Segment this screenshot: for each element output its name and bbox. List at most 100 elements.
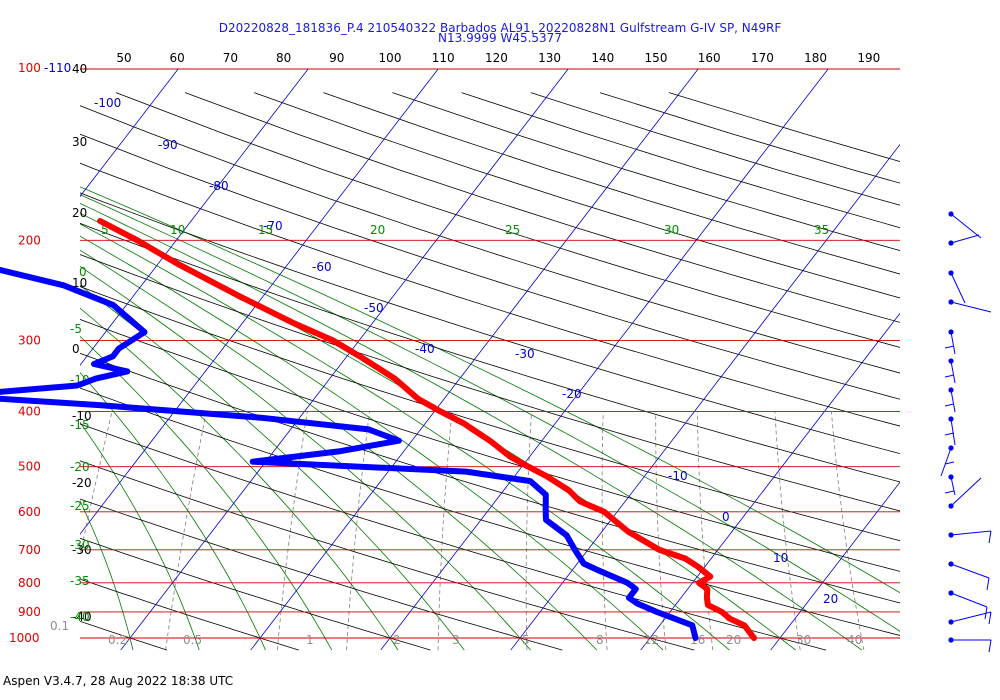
wind-barb-flag <box>944 490 955 494</box>
mixing-ratio-label: 30 <box>796 633 811 647</box>
dry-adiabat <box>80 133 900 400</box>
dry-adiabat-label: 35 <box>814 223 829 237</box>
moist-adiabat <box>0 69 67 650</box>
height-label: -10 <box>72 409 92 423</box>
temperature-trace <box>97 218 757 641</box>
moist-adiabat <box>80 307 399 651</box>
top-tick-label: 60 <box>170 51 185 65</box>
plot-area <box>0 56 900 651</box>
wind-barb-staff <box>950 234 980 244</box>
pressure-label: -110 <box>44 61 71 75</box>
top-tick-label: 110 <box>432 51 455 65</box>
mixing-ratio-line <box>346 411 371 651</box>
mixing-ratio-label: 2 <box>393 633 401 647</box>
pressure-label: 500 <box>18 460 41 474</box>
height-label: -20 <box>72 476 92 490</box>
wind-barb-flag <box>988 611 992 625</box>
dry-adiabat <box>80 578 299 651</box>
dry-adiabat <box>254 92 900 299</box>
wind-barb-flag <box>986 577 990 591</box>
footer-version: Aspen V3.4.7, 28 Aug 2022 18:38 UTC <box>3 674 234 688</box>
dry-adiabat <box>323 92 900 275</box>
pressure-label: 800 <box>18 576 41 590</box>
dry-adiabat-label: 20 <box>370 223 385 237</box>
top-tick-label: 190 <box>857 51 880 65</box>
pressure-label: 1000 <box>9 631 40 645</box>
mixing-ratio-line <box>437 411 453 651</box>
moist-adiabat <box>80 186 900 594</box>
isotherm-label: -80 <box>209 179 229 193</box>
height-label: -30 <box>72 543 92 557</box>
wind-barb-flag <box>944 461 955 465</box>
isotherm-label: -60 <box>312 260 332 274</box>
top-tick-label: 50 <box>116 51 131 65</box>
height-label: -40 <box>72 610 92 624</box>
mixing-ratio-line <box>774 411 801 651</box>
dry-adiabat-label: 15 <box>258 223 273 237</box>
dry-adiabat <box>80 423 827 651</box>
height-label: 0 <box>72 342 80 356</box>
mixing-ratio-label: 0.2 <box>108 633 127 647</box>
wind-barb-staff <box>950 272 966 304</box>
isotherm-label: 10 <box>773 551 788 565</box>
dry-adiabat <box>80 105 900 374</box>
mixing-ratio-line <box>831 411 865 651</box>
wind-barb-staff <box>950 530 992 536</box>
moist-adiabat-label: 0 <box>79 265 87 279</box>
wind-barb-staff <box>950 213 982 239</box>
moist-adiabat <box>80 194 900 632</box>
top-tick-label: 100 <box>379 51 402 65</box>
wind-barb-flag <box>944 374 955 378</box>
wind-barb-staff <box>950 301 992 313</box>
wind-barb-flag <box>944 345 955 349</box>
wind-barb-flag <box>944 432 955 436</box>
pressure-label: 300 <box>18 333 41 347</box>
dry-adiabat <box>80 460 695 651</box>
wind-barb-staff <box>950 563 990 579</box>
mixing-ratio-line <box>165 411 207 651</box>
moist-adiabat <box>80 235 664 651</box>
moist-adiabat-label: -35 <box>70 574 90 588</box>
pressure-label: 700 <box>18 543 41 557</box>
isotherm-line <box>80 69 439 535</box>
isotherm-line <box>510 143 900 651</box>
mixing-ratio-label: 5 <box>522 633 530 647</box>
pressure-label: 600 <box>18 505 41 519</box>
moist-adiabat-label: -20 <box>70 460 90 474</box>
dry-adiabat <box>80 318 900 572</box>
dry-adiabat <box>461 92 900 229</box>
dry-adiabat-label: 5 <box>101 223 109 237</box>
moist-adiabat-label: -30 <box>70 538 90 552</box>
dry-adiabat <box>0 93 35 651</box>
height-label: 10 <box>72 276 87 290</box>
dry-adiabat <box>80 162 900 427</box>
mixing-ratio-label: 1 <box>306 633 314 647</box>
dry-adiabat <box>80 254 900 512</box>
mixing-ratio-line <box>525 411 532 651</box>
moist-adiabat <box>80 212 796 651</box>
isotherm-label: -100 <box>94 96 121 110</box>
isotherm-line <box>0 56 58 650</box>
isotherm-line <box>770 481 900 651</box>
dry-adiabat <box>80 537 431 651</box>
dry-adiabat <box>115 92 900 348</box>
wind-barb-staff <box>950 331 956 355</box>
isotherm-label: -20 <box>562 387 582 401</box>
moist-adiabat <box>80 249 598 651</box>
moist-adiabat <box>80 223 730 651</box>
moist-adiabat-label: -40 <box>70 610 90 624</box>
mixing-ratio-label: 3 <box>452 633 460 647</box>
isotherm-line <box>80 69 179 198</box>
isotherm-label: 0 <box>722 510 730 524</box>
top-tick-label: 150 <box>645 51 668 65</box>
mixing-ratio-line <box>276 411 308 651</box>
moist-adiabat <box>80 335 333 651</box>
mixing-ratio-label: 20 <box>726 633 741 647</box>
wind-barb-staff <box>950 476 956 496</box>
pressure-label: 400 <box>18 405 41 419</box>
dry-adiabat-label: 30 <box>664 223 679 237</box>
dry-adiabat <box>530 92 900 206</box>
isotherm-line <box>250 69 699 651</box>
isotherm-label: -50 <box>364 301 384 315</box>
